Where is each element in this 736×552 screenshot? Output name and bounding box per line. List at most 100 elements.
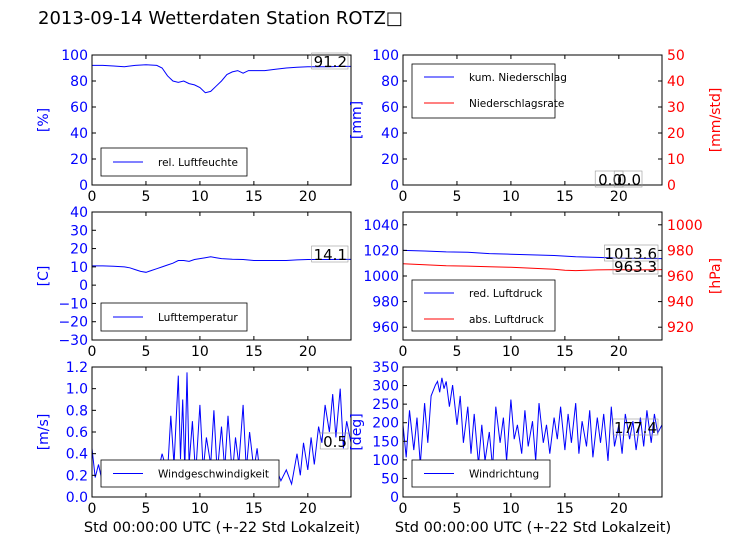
panel-1-ytick-right-label-2: 20 [667, 126, 685, 142]
panel-2-annotation-0: 14.1 [314, 246, 347, 264]
panel-3-ytick-right-label-1: 940 [667, 295, 694, 311]
panel-0-legend-label-0: rel. Luftfeuchte [158, 157, 238, 169]
panel-3-ytick-right-label-4: 1000 [667, 218, 703, 234]
panel-5-ytick-label-2: 100 [372, 453, 399, 469]
panel-4-xtick-label-3: 15 [245, 501, 263, 517]
panel-0-ytick-label-2: 40 [70, 126, 88, 142]
panel-5-xtick-label-0: 0 [399, 501, 408, 517]
panel-2-ytick-label-7: 40 [70, 205, 88, 221]
panel-1-xtick-label-3: 15 [556, 189, 574, 205]
panel-4-ytick-label-6: 1.2 [66, 360, 88, 376]
panel-1-annotation-0: 0.0 [598, 171, 622, 189]
panel-3-series-1-line [403, 263, 662, 272]
panel-3-ytick-right-label-0: 920 [667, 320, 694, 336]
panel-5-frame [402, 366, 663, 498]
panel-0-series-0-line [92, 64, 351, 94]
panel-3-ytick-label-3: 1020 [363, 243, 399, 259]
panel-1-ytick-right-label-3: 30 [667, 100, 685, 116]
panel-4-ytick-label-2: 0.4 [66, 447, 88, 463]
panel-3-ytick-label-1: 980 [372, 295, 399, 311]
panel-2-ylabel: [C] [36, 266, 52, 287]
panel-4-annotation-box-0 [319, 432, 349, 450]
panel-5-ytick-label-6: 300 [372, 379, 399, 395]
panel-3-xtick-label-4: 20 [610, 344, 628, 360]
panel-0-ytick-label-1: 20 [70, 152, 88, 168]
panel-4-annotation-0: 0.5 [323, 433, 347, 451]
panel-5-annotation-box-0 [612, 418, 659, 436]
panel-0-annotation-box-0 [311, 52, 349, 70]
panel-0-xtick-label-0: 0 [88, 189, 97, 205]
panel-3-xtick-label-1: 5 [452, 344, 461, 360]
panel-0-annotation-0: 91.2 [314, 53, 347, 71]
panel-0-ytick-label-4: 80 [70, 74, 88, 90]
panel-0-ylabel: [%] [36, 108, 52, 132]
panel-3-xtick-label-3: 15 [556, 344, 574, 360]
panel-3-ytick-label-2: 1000 [363, 269, 399, 285]
panel-4-ytick-label-0: 0.0 [66, 490, 88, 506]
panel-1-ytick-label-2: 40 [381, 126, 399, 142]
panel-1-xtick-label-1: 5 [452, 189, 461, 205]
panel-1-annotation-1: 0.0 [617, 171, 641, 189]
panel-0-ytick-label-0: 0 [79, 178, 88, 194]
panel-2-annotation-box-0 [311, 245, 349, 263]
panel-2-legend-box [100, 302, 248, 332]
figure-title: 2013-09-14 Wetterdaten Station ROTZ□ [38, 8, 403, 29]
panel-2-ytick-label-5: 20 [70, 242, 88, 258]
panel-5-ytick-label-0: 0 [390, 490, 399, 506]
panel-0-xtick-label-2: 10 [191, 189, 209, 205]
panel-5-xtick-label-3: 15 [556, 501, 574, 517]
panel-1-xtick-label-4: 20 [610, 189, 628, 205]
panel-1-xtick-label-0: 0 [399, 189, 408, 205]
panel-4-ylabel: [m/s] [36, 414, 52, 451]
panel-1-ytick-right-label-4: 40 [667, 74, 685, 90]
panel-1-ytick-label-4: 80 [381, 74, 399, 90]
panel-5-legend-box [411, 459, 551, 488]
panel-3-legend-label-1: abs. Luftdruck [469, 314, 545, 326]
panel-2-series-0-line [92, 256, 351, 273]
panel-3-ytick-label-0: 960 [372, 320, 399, 336]
panel-0-xtick-label-4: 20 [299, 189, 317, 205]
panel-5-ytick-label-4: 200 [372, 416, 399, 432]
panel-0-xtick-label-3: 15 [245, 189, 263, 205]
panel-3-xtick-label-2: 10 [502, 344, 520, 360]
panel-4-legend-label-0: Windgeschwindigkeit [158, 469, 269, 481]
panel-2-legend-label-0: Lufttemperatur [158, 312, 238, 324]
panel-4-xtick-label-2: 10 [191, 501, 209, 517]
panel-2-frame [91, 211, 352, 341]
panel-0-frame [91, 54, 352, 186]
panel-0-xtick-label-1: 5 [141, 189, 150, 205]
panel-1-frame [402, 54, 663, 186]
panel-1-ytick-right-label-1: 10 [667, 152, 685, 168]
panel-1-xtick-label-2: 10 [502, 189, 520, 205]
panel-0-ytick-label-3: 60 [70, 100, 88, 116]
panel-1-ylabel: [mm] [349, 101, 365, 139]
panel-1-ytick-label-0: 0 [390, 178, 399, 194]
panel-1-legend-box [411, 63, 556, 119]
panel-3-ytick-right-label-2: 960 [667, 269, 694, 285]
panel-1-legend-label-0: kum. Niederschlag [469, 72, 567, 84]
panel-5-series-0-line [403, 377, 662, 469]
panel-5-ytick-label-3: 150 [372, 434, 399, 450]
panel-5-xtick-label-4: 20 [610, 501, 628, 517]
panel-5-ylabel: [deg] [349, 413, 365, 450]
panel-3-ytick-label-4: 1040 [363, 218, 399, 234]
panel-5-ytick-label-5: 250 [372, 397, 399, 413]
panel-3-legend-label-0: red. Luftdruck [469, 288, 543, 300]
panel-3-annotation-box-0 [604, 244, 659, 262]
panel-4-xtick-label-4: 20 [299, 501, 317, 517]
panel-1-ytick-label-3: 60 [381, 100, 399, 116]
panel-4-ytick-label-1: 0.2 [66, 468, 88, 484]
panel-2-xtick-label-0: 0 [88, 344, 97, 360]
panel-2-xtick-label-3: 15 [245, 344, 263, 360]
panel-1-annotation-box-0 [594, 170, 624, 188]
panel-1-annotation-box-1 [613, 170, 643, 188]
panel-4-ytick-label-4: 0.8 [66, 403, 88, 419]
panel-4-ytick-label-3: 0.6 [66, 425, 88, 441]
panel-2-xtick-label-4: 20 [299, 344, 317, 360]
panel-3-annotation-box-1 [612, 257, 659, 275]
panel-5-annotation-0: 177.4 [614, 419, 657, 437]
panel-3-ytick-right-label-3: 980 [667, 243, 694, 259]
panel-3-annotation-1: 963.3 [614, 258, 657, 276]
panel-0-ytick-label-5: 100 [61, 48, 88, 64]
